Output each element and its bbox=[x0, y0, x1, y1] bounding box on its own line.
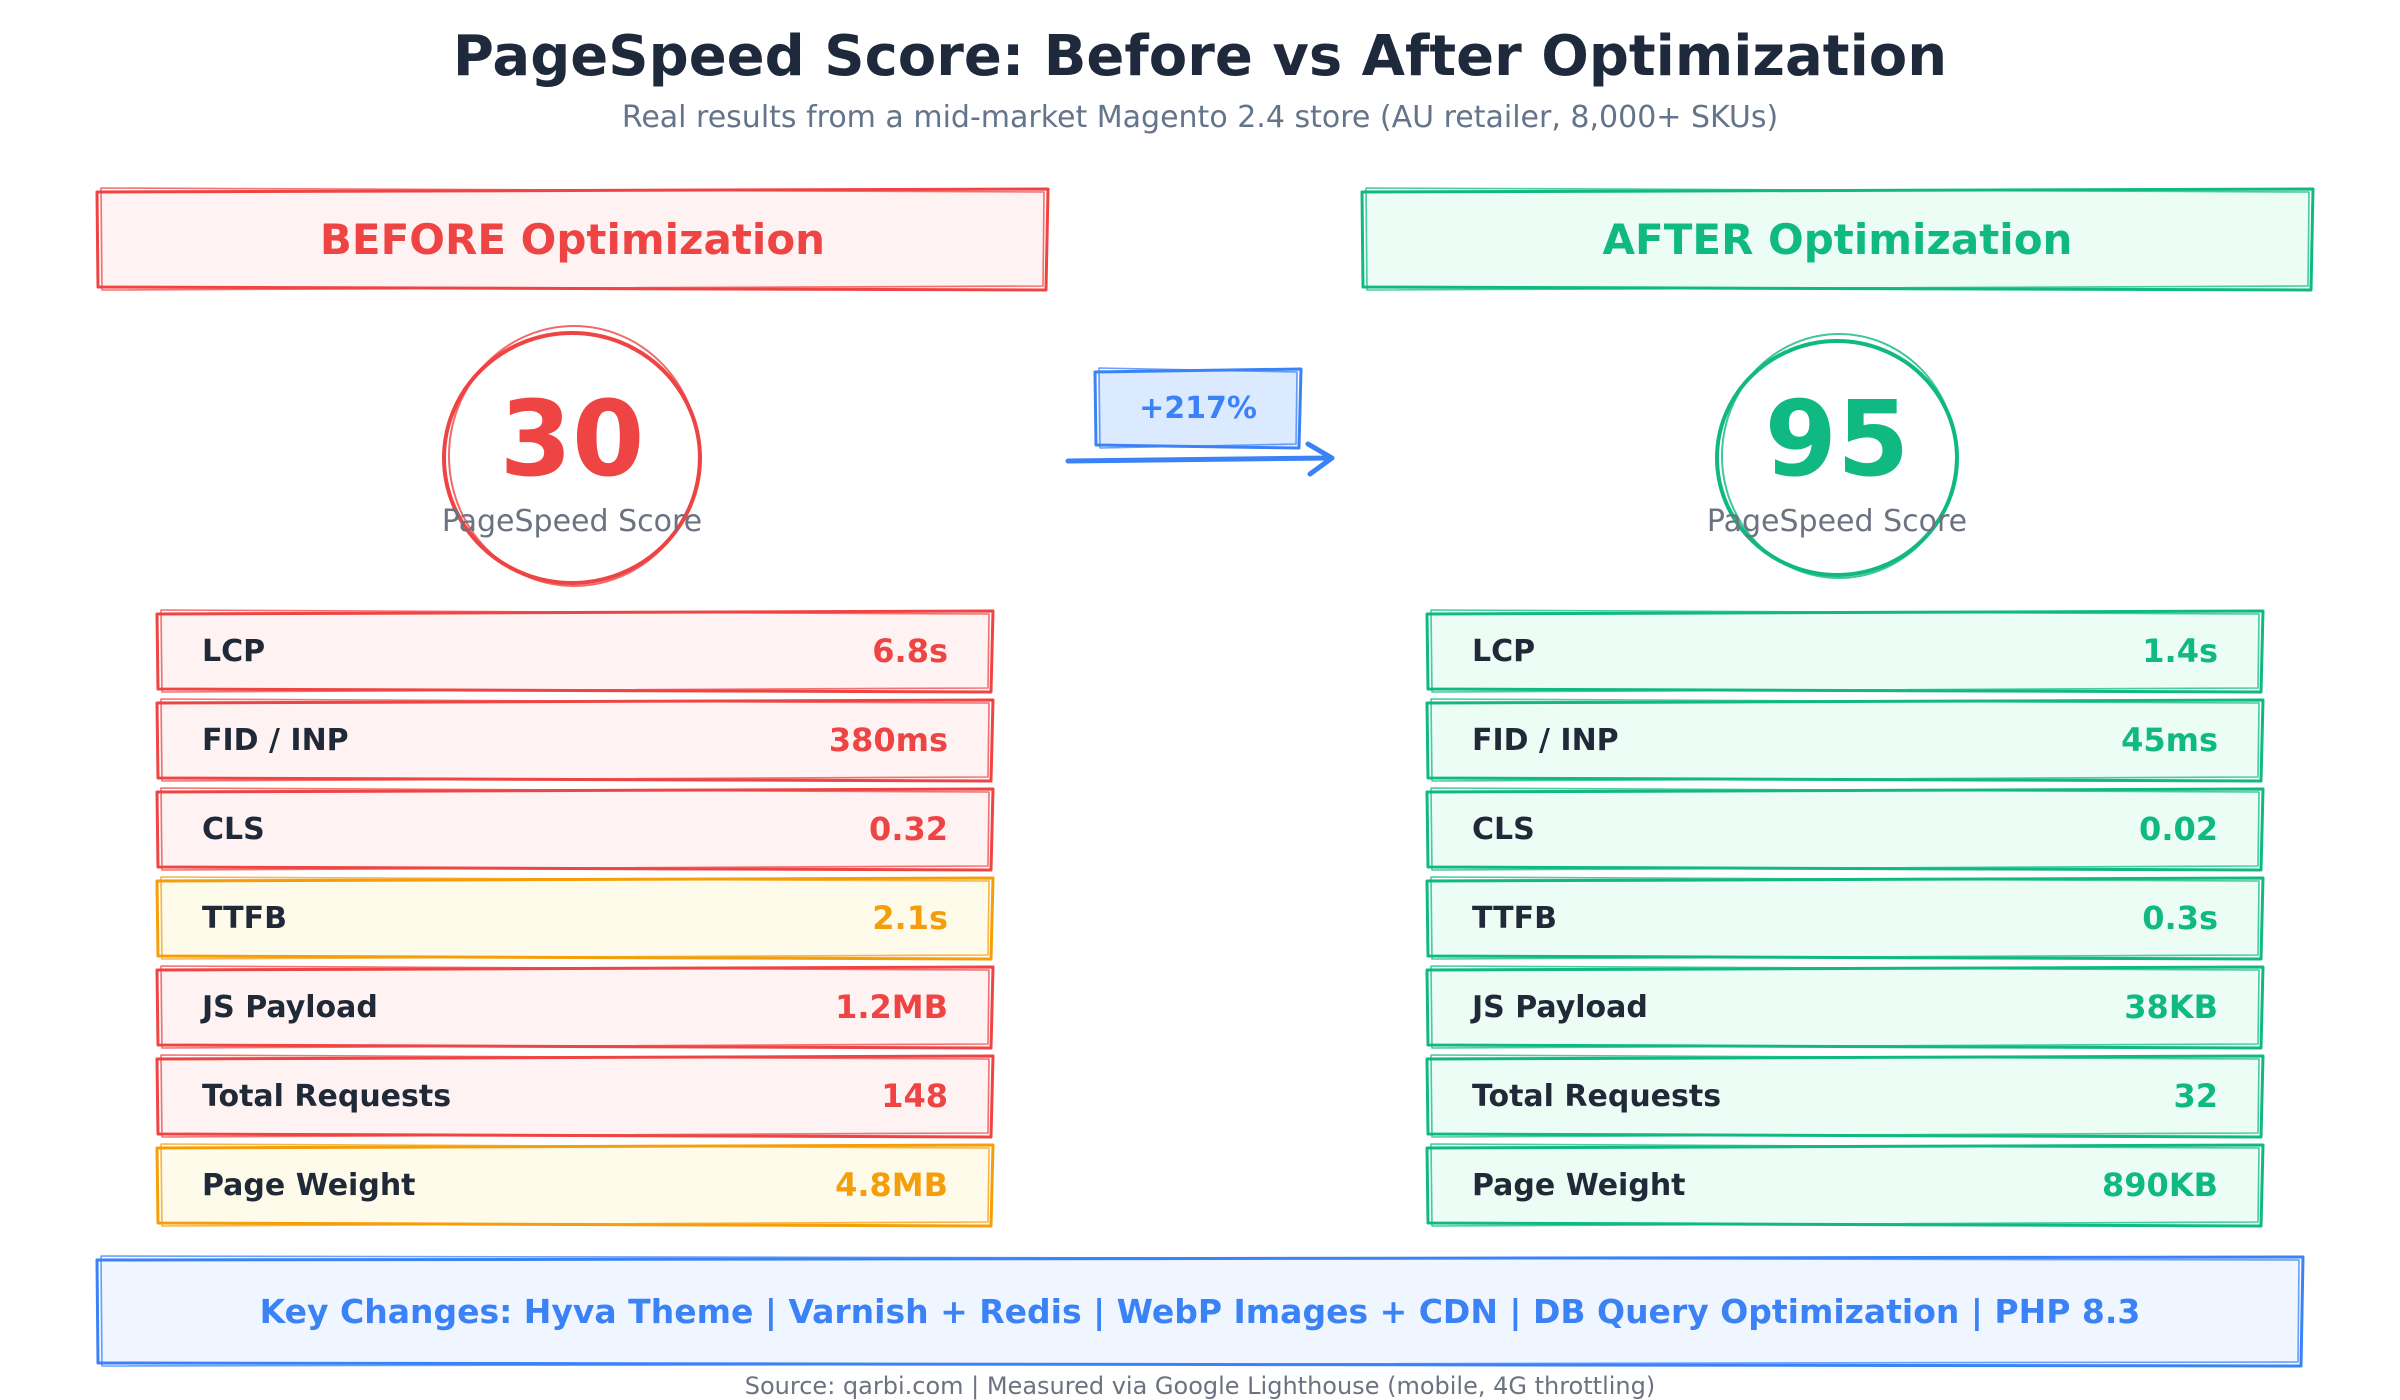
metric-row-fid-inp: FID / INP 45ms bbox=[1430, 701, 2260, 779]
arrow-shaft bbox=[1065, 455, 1333, 464]
metric-label: Page Weight bbox=[202, 1167, 416, 1203]
after-heading-box-fill bbox=[1365, 190, 2310, 288]
after-metric-box-stroke-b bbox=[1430, 787, 2260, 871]
before-score-label: PageSpeed Score bbox=[441, 504, 703, 539]
before-metric-box-fill bbox=[160, 1146, 990, 1224]
before-metric-box-fill bbox=[160, 701, 990, 779]
before-metric-box-stroke-b bbox=[160, 698, 990, 782]
before-heading: BEFORE Optimization bbox=[319, 214, 826, 264]
key-changes-box-fill bbox=[100, 1258, 2300, 1364]
metric-label: CLS bbox=[202, 811, 265, 847]
page-subtitle: Real results from a mid-market Magento 2… bbox=[621, 100, 1779, 135]
metric-label: Total Requests bbox=[1472, 1078, 1722, 1114]
after-heading-box-stroke-b bbox=[1365, 187, 2310, 291]
before-score-circle-a bbox=[442, 331, 702, 585]
metric-value: 32 bbox=[2173, 1077, 2218, 1115]
metric-row-fid-inp: FID / INP 380ms bbox=[160, 701, 990, 779]
before-metric-box-fill bbox=[160, 1057, 990, 1135]
metric-value: 6.8s bbox=[872, 632, 948, 670]
improvement-badge: +217% bbox=[1139, 390, 1257, 426]
before-metric-box-stroke-b bbox=[160, 1054, 990, 1138]
metric-label: TTFB bbox=[1472, 900, 1557, 936]
before-metric-box-fill bbox=[160, 790, 990, 868]
metric-label: FID / INP bbox=[1472, 722, 1619, 758]
metric-row-total-requests: Total Requests 32 bbox=[1430, 1057, 2260, 1135]
after-metric-box-fill bbox=[1430, 879, 2260, 957]
before-score-value: 30 bbox=[499, 378, 645, 500]
metric-row-lcp: LCP 6.8s bbox=[160, 612, 990, 690]
before-heading-box-fill bbox=[100, 190, 1045, 288]
improvement-badge-box-stroke-b bbox=[1098, 367, 1298, 449]
after-metric-box-stroke-b bbox=[1430, 965, 2260, 1049]
metric-row-ttfb: TTFB 0.3s bbox=[1430, 879, 2260, 957]
metric-value: 0.32 bbox=[869, 810, 948, 848]
metric-value: 148 bbox=[881, 1077, 948, 1115]
after-metric-box-stroke-b bbox=[1430, 1054, 2260, 1138]
metric-row-total-requests: Total Requests 148 bbox=[160, 1057, 990, 1135]
after-heading: AFTER Optimization bbox=[1602, 214, 2073, 264]
before-metric-box-fill bbox=[160, 612, 990, 690]
after-metric-box-stroke-b bbox=[1430, 698, 2260, 782]
metric-label: Page Weight bbox=[1472, 1167, 1686, 1203]
metric-label: LCP bbox=[202, 633, 266, 669]
metric-row-js-payload: JS Payload 38KB bbox=[1430, 968, 2260, 1046]
metric-row-cls: CLS 0.02 bbox=[1430, 790, 2260, 868]
arrow-head-icon bbox=[1305, 441, 1335, 477]
metric-label: FID / INP bbox=[202, 722, 349, 758]
metric-value: 1.2MB bbox=[835, 988, 948, 1026]
before-metric-box-stroke-b bbox=[160, 965, 990, 1049]
metric-row-page-weight: Page Weight 890KB bbox=[1430, 1146, 2260, 1224]
after-metric-box-stroke-b bbox=[1430, 1143, 2260, 1227]
after-metric-box-fill bbox=[1430, 968, 2260, 1046]
after-metric-box-stroke-b bbox=[1430, 876, 2260, 960]
improvement-badge-box-fill bbox=[1098, 370, 1298, 446]
before-metric-box-fill bbox=[160, 968, 990, 1046]
metric-value: 38KB bbox=[2124, 988, 2218, 1026]
page-title: PageSpeed Score: Before vs After Optimiz… bbox=[452, 24, 1948, 89]
after-metric-box-fill bbox=[1430, 612, 2260, 690]
metric-value: 45ms bbox=[2121, 721, 2218, 759]
source-note: Source: qarbi.com | Measured via Google … bbox=[744, 1372, 1656, 1400]
before-metric-box-stroke-b bbox=[160, 1143, 990, 1227]
before-metric-box-stroke-b bbox=[160, 787, 990, 871]
metric-label: JS Payload bbox=[202, 989, 378, 1025]
metric-value: 0.02 bbox=[2139, 810, 2218, 848]
after-score-circle-b bbox=[1721, 333, 1957, 579]
metric-label: JS Payload bbox=[1472, 989, 1648, 1025]
after-metric-box-stroke-b bbox=[1430, 609, 2260, 693]
metric-value: 890KB bbox=[2102, 1166, 2218, 1204]
after-metric-box-fill bbox=[1430, 790, 2260, 868]
metric-value: 0.3s bbox=[2142, 899, 2218, 937]
before-score-circle-b bbox=[448, 325, 700, 587]
key-changes-banner: Key Changes: Hyva Theme | Varnish + Redi… bbox=[259, 1291, 2141, 1331]
metric-label: CLS bbox=[1472, 811, 1535, 847]
metric-row-ttfb: TTFB 2.1s bbox=[160, 879, 990, 957]
metric-row-js-payload: JS Payload 1.2MB bbox=[160, 968, 990, 1046]
metric-row-page-weight: Page Weight 4.8MB bbox=[160, 1146, 990, 1224]
metric-value: 2.1s bbox=[872, 899, 948, 937]
before-metric-box-stroke-b bbox=[160, 609, 990, 693]
key-changes-box-stroke-b bbox=[100, 1255, 2300, 1367]
metric-label: Total Requests bbox=[202, 1078, 452, 1114]
metric-row-cls: CLS 0.32 bbox=[160, 790, 990, 868]
after-metric-box-fill bbox=[1430, 1146, 2260, 1224]
after-score-circle-a bbox=[1715, 339, 1959, 577]
metric-value: 380ms bbox=[828, 721, 948, 759]
after-score-label: PageSpeed Score bbox=[1706, 504, 1968, 539]
metric-value: 4.8MB bbox=[835, 1166, 948, 1204]
before-metric-box-fill bbox=[160, 879, 990, 957]
metric-value: 1.4s bbox=[2142, 632, 2218, 670]
after-score-value: 95 bbox=[1764, 378, 1910, 500]
after-metric-box-fill bbox=[1430, 1057, 2260, 1135]
metric-row-lcp: LCP 1.4s bbox=[1430, 612, 2260, 690]
metric-label: LCP bbox=[1472, 633, 1536, 669]
before-metric-box-stroke-b bbox=[160, 876, 990, 960]
metric-label: TTFB bbox=[202, 900, 287, 936]
before-heading-box-stroke-b bbox=[100, 187, 1045, 291]
after-metric-box-fill bbox=[1430, 701, 2260, 779]
